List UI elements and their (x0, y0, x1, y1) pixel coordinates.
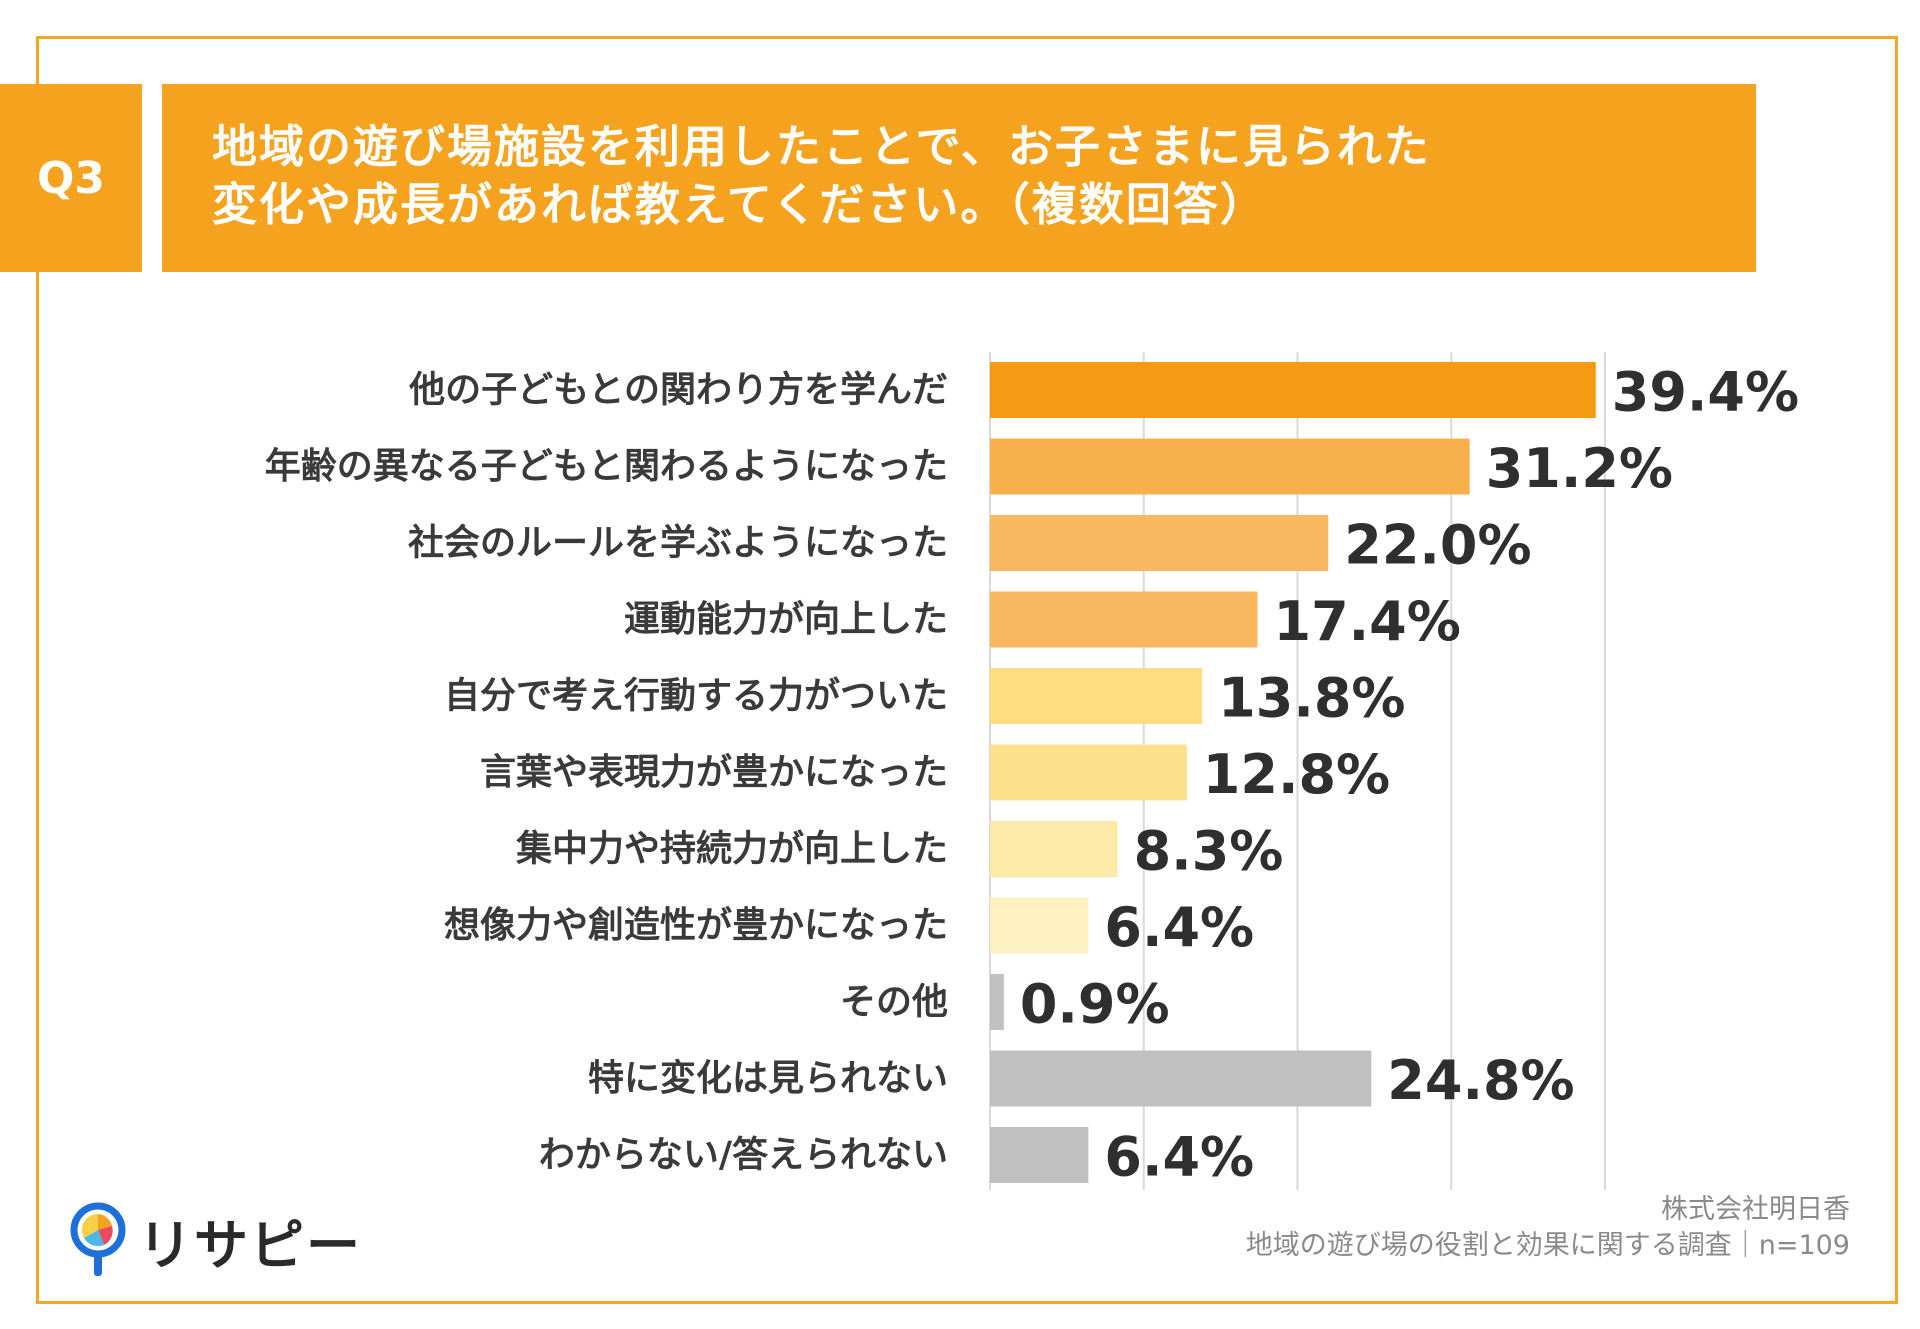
category-label: 運動能力が向上した (624, 599, 948, 640)
bar (990, 668, 1203, 724)
value-label: 8.3% (1134, 820, 1284, 883)
category-label: 自分で考え行動する力がついた (444, 676, 948, 717)
category-label: 社会のルールを学ぶようになった (408, 522, 948, 564)
bar (990, 821, 1118, 877)
bar (990, 438, 1470, 495)
source-note: 株式会社明日香 地域の遊び場の役割と効果に関する調査｜n=109 (1246, 1192, 1850, 1264)
value-label: 12.8% (1203, 743, 1390, 806)
bar (990, 362, 1596, 418)
value-label: 17.4% (1274, 590, 1461, 653)
category-label: 想像力や創造性が豊かになった (444, 905, 948, 946)
bar (990, 744, 1187, 801)
category-label: 言葉や表現力が豊かになった (480, 752, 948, 793)
source-company: 株式会社明日香 (1661, 1194, 1850, 1225)
brand-logo: リサピー (68, 1200, 362, 1280)
bar (990, 1127, 1089, 1183)
value-label: 22.0% (1344, 514, 1531, 577)
category-label: 特に変化は見られない (588, 1057, 948, 1099)
source-survey: 地域の遊び場の役割と効果に関する調査｜n=109 (1245, 1230, 1850, 1261)
question-line-1: 地域の遊び場施設を利用したことで、お子さまに見られた (212, 120, 1431, 173)
question-number: Q3 (36, 152, 106, 204)
value-label: 39.4% (1612, 361, 1799, 424)
value-label: 6.4% (1104, 1126, 1254, 1189)
question-line-2: 変化や成長があれば教えてください。（複数回答） (212, 178, 1267, 231)
bar (990, 897, 1089, 954)
value-label: 6.4% (1104, 896, 1254, 959)
bar (990, 591, 1258, 648)
category-label: 集中力や持続力が向上した (515, 829, 948, 870)
bar (990, 1050, 1372, 1107)
category-label: その他 (840, 982, 948, 1023)
category-label: 他の子どもとの関わり方を学んだ (408, 369, 948, 411)
bar (990, 974, 1004, 1030)
pin-logo-icon (70, 1202, 126, 1276)
value-label: 13.8% (1218, 667, 1405, 730)
value-label: 31.2% (1486, 437, 1673, 500)
question-banner: 地域の遊び場施設を利用したことで、お子さまに見られた 変化や成長があれば教えてく… (162, 84, 1756, 272)
logo-text: リサピー (138, 1213, 362, 1277)
category-label: 年齢の異なる子どもと関わるようになった (265, 446, 948, 487)
value-label: 0.9% (1020, 973, 1170, 1036)
question-badge: Q3 (0, 84, 142, 272)
category-label: わからない/答えられない (539, 1135, 948, 1176)
bar (990, 515, 1329, 571)
value-label: 24.8% (1387, 1049, 1574, 1112)
